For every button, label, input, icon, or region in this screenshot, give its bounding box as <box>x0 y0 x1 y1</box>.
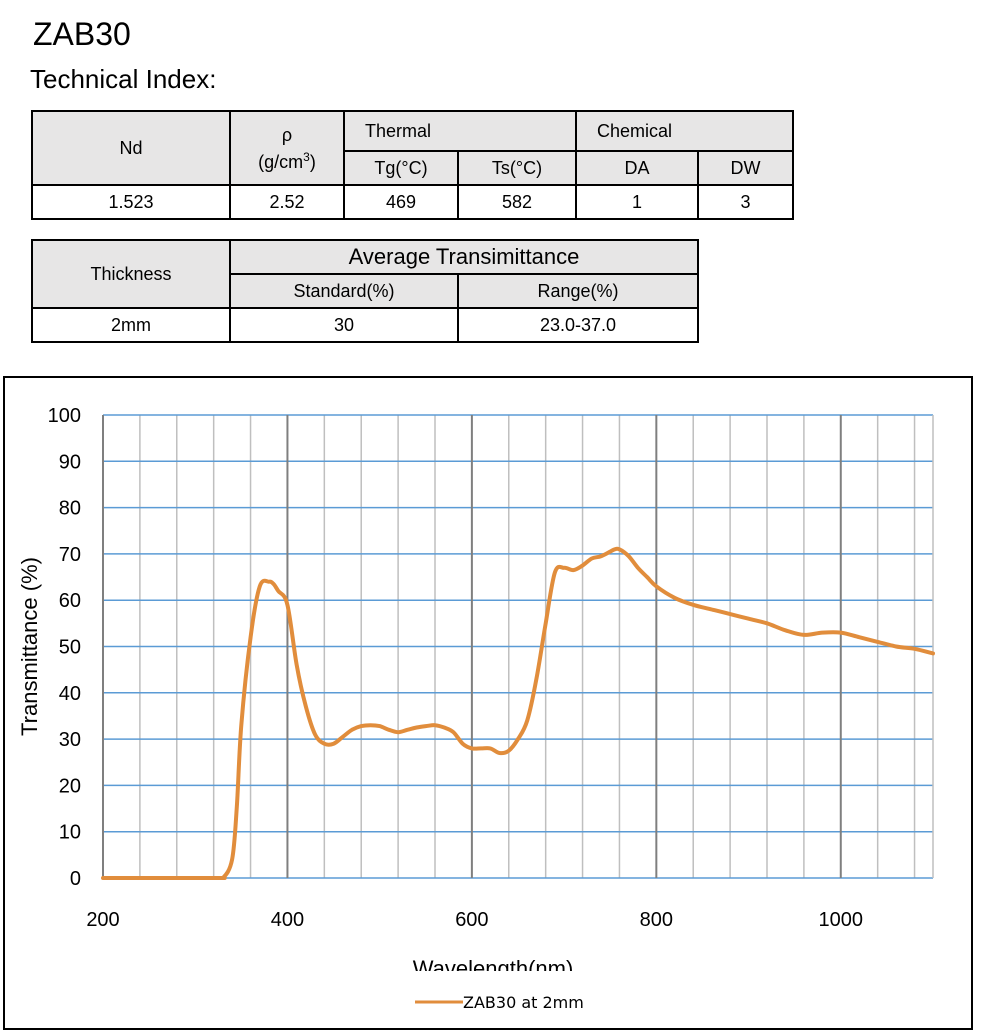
y-tick-label: 30 <box>59 729 81 751</box>
y-tick-label: 0 <box>70 868 81 890</box>
y-tick-label: 90 <box>59 451 81 473</box>
legend-label: ZAB30 at 2mm <box>463 993 584 1012</box>
dw-value: 3 <box>697 184 795 220</box>
properties-table: Nd ρ (g/cm3) Thermal Chemical Tg(°C) Ts(… <box>31 110 795 220</box>
y-axis-label: Transmittance (%) <box>17 557 42 736</box>
density-unit-prefix: (g/cm <box>258 151 304 172</box>
density-unit-suffix: ) <box>309 151 316 172</box>
y-tick-label: 10 <box>59 822 81 844</box>
thickness-value: 2mm <box>31 307 231 343</box>
y-tick-label: 40 <box>59 683 81 705</box>
da-header: DA <box>575 150 700 186</box>
density-header: ρ (g/cm3) <box>229 110 345 186</box>
nd-header: Nd <box>31 110 231 186</box>
range-value: 23.0-37.0 <box>457 307 699 343</box>
thermal-header: Thermal <box>342 110 578 152</box>
y-tick-label: 50 <box>59 637 81 659</box>
chemical-header: Chemical <box>575 110 795 152</box>
y-tick-label: 60 <box>59 590 81 612</box>
density-unit: (g/cm3) <box>231 146 343 173</box>
density-value: 2.52 <box>229 184 345 220</box>
x-tick-label: 1000 <box>819 909 864 931</box>
nd-value: 1.523 <box>31 184 231 220</box>
tg-header: Tg(°C) <box>343 150 459 186</box>
range-header: Range(%) <box>457 273 699 309</box>
standard-value: 30 <box>229 307 459 343</box>
product-title: ZAB30 <box>33 16 131 52</box>
da-value: 1 <box>575 184 700 220</box>
series-line <box>101 546 935 880</box>
x-axis-label: Wavelength(nm) <box>413 956 574 981</box>
y-tick-label: 80 <box>59 498 81 520</box>
x-tick-label: 800 <box>640 909 673 931</box>
transmittance-table: Thickness Average Transimittance Standar… <box>31 239 699 343</box>
density-symbol: ρ <box>281 124 293 145</box>
x-tick-label: 400 <box>271 909 304 931</box>
x-tick-label: 200 <box>86 909 119 931</box>
density-unit-exponent: 3 <box>303 149 310 164</box>
dw-header: DW <box>697 150 795 186</box>
thickness-header: Thickness <box>31 239 231 309</box>
ts-header: Ts(°C) <box>456 150 578 186</box>
y-tick-label: 20 <box>59 775 81 797</box>
chart-frame: 0 10 20 30 40 50 60 70 80 90 100 200 400 600 800 1000 … <box>3 376 973 1030</box>
tg-value: 469 <box>343 184 459 220</box>
y-tick-label: 70 <box>59 544 81 566</box>
y-tick-label: 100 <box>48 405 81 427</box>
section-title: Technical Index: <box>30 64 217 94</box>
average-transmittance-header: Average Transimittance <box>229 239 699 275</box>
x-tick-label: 600 <box>455 909 488 931</box>
ts-value: 582 <box>456 184 578 220</box>
standard-header: Standard(%) <box>229 273 459 309</box>
